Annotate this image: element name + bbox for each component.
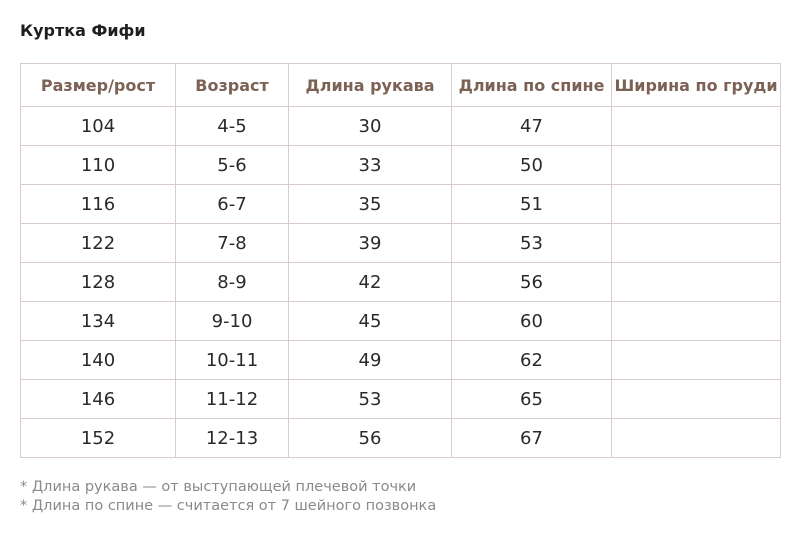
column-header-size: Размер/рост <box>20 63 176 107</box>
footnotes: * Длина рукава — от выступающей плечевой… <box>20 478 436 516</box>
cell-age: 6-7 <box>175 184 289 224</box>
cell-back-length: 53 <box>451 223 612 263</box>
cell-chest-width <box>611 145 781 185</box>
table-row: 140 10-11 49 62 <box>20 340 781 380</box>
table-row: 128 8-9 42 56 <box>20 262 781 302</box>
cell-chest-width <box>611 262 781 302</box>
cell-size: 104 <box>20 106 176 146</box>
cell-back-length: 65 <box>451 379 612 419</box>
footnote-sleeve-length: * Длина рукава — от выступающей плечевой… <box>20 479 417 495</box>
cell-chest-width <box>611 418 781 458</box>
cell-sleeve-length: 53 <box>288 379 452 419</box>
cell-sleeve-length: 45 <box>288 301 452 341</box>
column-header-age: Возраст <box>175 63 289 107</box>
cell-back-length: 67 <box>451 418 612 458</box>
cell-size: 134 <box>20 301 176 341</box>
column-header-sleeve-length: Длина рукава <box>288 63 452 107</box>
cell-sleeve-length: 56 <box>288 418 452 458</box>
cell-chest-width <box>611 106 781 146</box>
cell-chest-width <box>611 223 781 263</box>
table-row: 116 6-7 35 51 <box>20 184 781 224</box>
footnote-back-length: * Длина по спине — считается от 7 шейног… <box>20 498 437 514</box>
cell-age: 9-10 <box>175 301 289 341</box>
table-header-row: Размер/рост Возраст Длина рукава Длина п… <box>20 63 781 107</box>
size-chart-table: Размер/рост Возраст Длина рукава Длина п… <box>20 63 781 458</box>
column-header-back-length: Длина по спине <box>451 63 612 107</box>
cell-age: 8-9 <box>175 262 289 302</box>
cell-size: 152 <box>20 418 176 458</box>
cell-age: 5-6 <box>175 145 289 185</box>
table-row: 122 7-8 39 53 <box>20 223 781 263</box>
table-row: 104 4-5 30 47 <box>20 106 781 146</box>
cell-back-length: 50 <box>451 145 612 185</box>
page-title: Куртка Фифи <box>20 21 146 40</box>
table-row: 152 12-13 56 67 <box>20 418 781 458</box>
cell-age: 7-8 <box>175 223 289 263</box>
cell-back-length: 47 <box>451 106 612 146</box>
cell-age: 11-12 <box>175 379 289 419</box>
cell-size: 128 <box>20 262 176 302</box>
cell-age: 10-11 <box>175 340 289 380</box>
cell-sleeve-length: 30 <box>288 106 452 146</box>
column-header-chest-width: Ширина по груди <box>611 63 781 107</box>
cell-size: 116 <box>20 184 176 224</box>
cell-chest-width <box>611 340 781 380</box>
cell-back-length: 62 <box>451 340 612 380</box>
cell-back-length: 51 <box>451 184 612 224</box>
cell-back-length: 60 <box>451 301 612 341</box>
table-row: 110 5-6 33 50 <box>20 145 781 185</box>
cell-sleeve-length: 42 <box>288 262 452 302</box>
cell-chest-width <box>611 301 781 341</box>
cell-back-length: 56 <box>451 262 612 302</box>
cell-size: 122 <box>20 223 176 263</box>
cell-age: 4-5 <box>175 106 289 146</box>
cell-size: 146 <box>20 379 176 419</box>
cell-chest-width <box>611 184 781 224</box>
cell-sleeve-length: 49 <box>288 340 452 380</box>
cell-size: 110 <box>20 145 176 185</box>
cell-sleeve-length: 39 <box>288 223 452 263</box>
cell-size: 140 <box>20 340 176 380</box>
table-row: 134 9-10 45 60 <box>20 301 781 341</box>
cell-sleeve-length: 35 <box>288 184 452 224</box>
cell-sleeve-length: 33 <box>288 145 452 185</box>
cell-chest-width <box>611 379 781 419</box>
table-row: 146 11-12 53 65 <box>20 379 781 419</box>
cell-age: 12-13 <box>175 418 289 458</box>
